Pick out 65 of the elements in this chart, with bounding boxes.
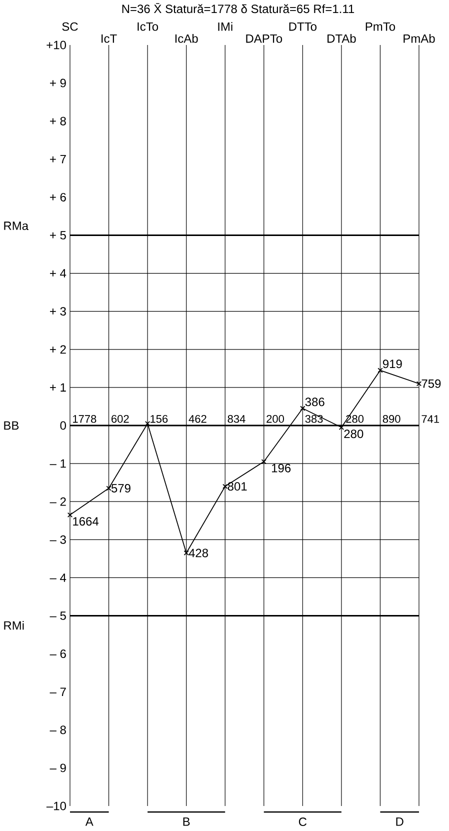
text: D [396,818,404,826]
x-tick-label: IcT [102,34,117,43]
annotation: 801 [228,482,247,491]
text: A [85,818,94,826]
annotation: 1778 [73,415,96,423]
y-tick-label: +10 [46,40,66,50]
point [261,459,266,464]
annotation: 280 [346,415,364,423]
annotation: 759 [422,379,441,388]
x-tick-label: SC [62,22,78,31]
y-tick-label: + 2 [50,345,66,354]
y-tick-label: – 6 [50,650,66,658]
y-tick-label: –10 [46,802,66,810]
y-tick-label: – 9 [50,764,66,772]
y-tick-label: + 7 [50,155,66,164]
annotation: 602 [112,415,129,423]
text: RMa [4,222,29,230]
point [378,368,383,373]
x-tick-label: DTAb [328,34,356,43]
text: B [183,818,190,826]
annotation: 280 [344,430,364,438]
y-tick-label: + 5 [50,231,66,240]
x-tick-label: IMi [218,22,232,31]
text: RMi [4,620,24,630]
y-tick-label: + 4 [50,269,66,278]
x-tick-label: IcTo [138,22,158,31]
y-tick-label: – 1 [50,459,66,468]
annotation: 196 [272,464,291,472]
y-tick-label: + 9 [50,78,66,88]
annotation: 200 [266,415,284,423]
y-tick-label: 0 [60,421,66,430]
x-tick-label: DAPTo [246,34,282,43]
point [300,406,306,411]
y-tick-label: – 7 [50,688,66,696]
y-tick-label: – 8 [50,726,66,734]
annotation: 919 [382,360,402,368]
y-tick-label: – 3 [50,535,66,544]
annotation: 386 [305,398,324,406]
annotation: 462 [188,415,206,423]
y-tick-label: + 1 [50,383,66,392]
annotation: 383 [305,415,323,423]
y-tick-label: + 6 [50,192,66,202]
annotation: 834 [228,415,246,423]
point [184,550,189,556]
point [106,486,112,491]
y-tick-label: – 5 [50,612,66,620]
chart-title: N=36 X̄ Statură=1778 δ Statură=65 Rf=1.11 [122,3,354,14]
y-tick-label: – 2 [50,497,66,506]
text: 741 [422,415,439,423]
y-tick-label: + 3 [50,307,66,316]
annotation: 428 [188,548,208,558]
x-tick-label: DTTo [289,22,316,31]
x-tick-label: IcAb [175,34,198,43]
annotation: 1664 [73,517,99,526]
text: C [298,818,307,826]
text: BB [4,421,19,430]
point [67,512,73,518]
annotation: 156 [150,415,168,423]
x-tick-label: PmTo [366,22,396,31]
x-tick-label: PmAb [404,34,435,43]
annotation: 890 [382,415,400,423]
annotation: 579 [111,484,130,493]
y-tick-label: + 8 [50,116,66,126]
point [222,484,228,489]
y-tick-label: – 4 [50,574,66,582]
